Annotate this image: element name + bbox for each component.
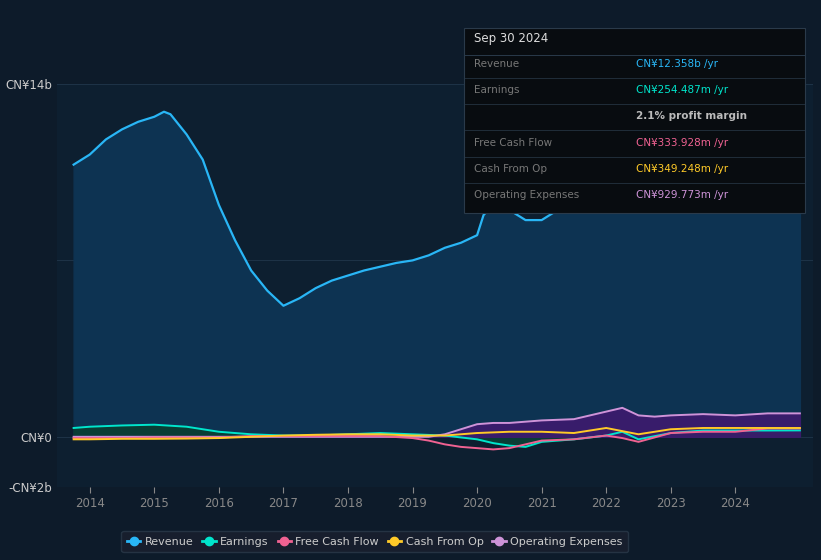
Text: Earnings: Earnings [474,85,519,95]
Text: Cash From Op: Cash From Op [474,164,547,174]
Legend: Revenue, Earnings, Free Cash Flow, Cash From Op, Operating Expenses: Revenue, Earnings, Free Cash Flow, Cash … [122,531,628,552]
Text: CN¥333.928m /yr: CN¥333.928m /yr [636,138,728,148]
Text: Operating Expenses: Operating Expenses [474,190,579,200]
Text: CN¥349.248m /yr: CN¥349.248m /yr [636,164,728,174]
Text: 2.1% profit margin: 2.1% profit margin [636,111,747,122]
Text: CN¥929.773m /yr: CN¥929.773m /yr [636,190,728,200]
Text: Revenue: Revenue [474,59,519,69]
Text: Sep 30 2024: Sep 30 2024 [474,32,548,45]
Text: Free Cash Flow: Free Cash Flow [474,138,552,148]
Text: CN¥254.487m /yr: CN¥254.487m /yr [636,85,728,95]
Text: CN¥12.358b /yr: CN¥12.358b /yr [636,59,718,69]
